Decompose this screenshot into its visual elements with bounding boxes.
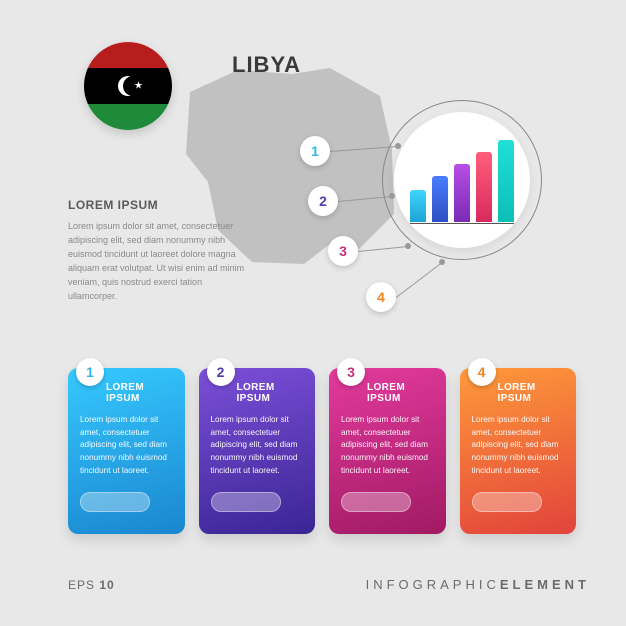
card-title: LOREM IPSUM xyxy=(367,382,434,404)
infographic-canvas: ★ LIBYA LOREM IPSUM Lorem ipsum dolor si… xyxy=(0,0,626,626)
card-row: 1LOREM IPSUMLorem ipsum dolor sit amet, … xyxy=(68,368,576,534)
bullet-1: 1 xyxy=(300,136,330,166)
footer-title: INFOGRAPHICELEMENT xyxy=(366,577,590,592)
bullet-4: 4 xyxy=(366,282,396,312)
connector-dot xyxy=(405,243,411,249)
card-number: 3 xyxy=(337,358,365,386)
eps-label: EPS xyxy=(68,578,95,592)
chart-bar xyxy=(454,164,470,222)
connector-dot xyxy=(395,143,401,149)
country-title: LIBYA xyxy=(232,52,301,78)
chart-bar xyxy=(498,140,514,222)
card-number: 4 xyxy=(468,358,496,386)
card-body: Lorem ipsum dolor sit amet, consectetuer… xyxy=(472,414,565,478)
bullet-2: 2 xyxy=(308,186,338,216)
card-title: LOREM IPSUM xyxy=(498,382,565,404)
connector-dot xyxy=(389,193,395,199)
flag-stripe-bot xyxy=(84,104,172,130)
flag-stripe-top xyxy=(84,42,172,68)
card-title: LOREM IPSUM xyxy=(237,382,304,404)
description-heading: LOREM IPSUM xyxy=(68,198,248,212)
bar-chart xyxy=(394,112,530,248)
card-number: 2 xyxy=(207,358,235,386)
star-icon: ★ xyxy=(134,81,143,92)
info-card-4: 4LOREM IPSUMLorem ipsum dolor sit amet, … xyxy=(460,368,577,534)
connector-line xyxy=(396,262,443,298)
card-button[interactable] xyxy=(341,492,411,512)
chart-baseline xyxy=(410,223,514,224)
crescent-icon xyxy=(118,76,138,96)
footer-word-b: ELEMENT xyxy=(500,577,590,592)
eps-badge: EPS 10 xyxy=(68,578,115,592)
info-card-2: 2LOREM IPSUMLorem ipsum dolor sit amet, … xyxy=(199,368,316,534)
card-button[interactable] xyxy=(80,492,150,512)
card-number: 1 xyxy=(76,358,104,386)
card-body: Lorem ipsum dolor sit amet, consectetuer… xyxy=(341,414,434,478)
flag-circle: ★ xyxy=(84,42,172,130)
flag-stripe-mid xyxy=(84,68,172,103)
description-block: LOREM IPSUM Lorem ipsum dolor sit amet, … xyxy=(68,198,248,304)
card-body: Lorem ipsum dolor sit amet, consectetuer… xyxy=(80,414,173,478)
chart-bar xyxy=(410,190,426,222)
bullet-3: 3 xyxy=(328,236,358,266)
info-card-1: 1LOREM IPSUMLorem ipsum dolor sit amet, … xyxy=(68,368,185,534)
footer-word-a: INFOGRAPHIC xyxy=(366,577,500,592)
card-button[interactable] xyxy=(211,492,281,512)
chart-bar xyxy=(432,176,448,222)
card-title: LOREM IPSUM xyxy=(106,382,173,404)
card-body: Lorem ipsum dolor sit amet, consectetuer… xyxy=(211,414,304,478)
description-body: Lorem ipsum dolor sit amet, consectetuer… xyxy=(68,220,248,304)
info-card-3: 3LOREM IPSUMLorem ipsum dolor sit amet, … xyxy=(329,368,446,534)
eps-number: 10 xyxy=(99,578,114,592)
card-button[interactable] xyxy=(472,492,542,512)
connector-dot xyxy=(439,259,445,265)
chart-bar xyxy=(476,152,492,222)
